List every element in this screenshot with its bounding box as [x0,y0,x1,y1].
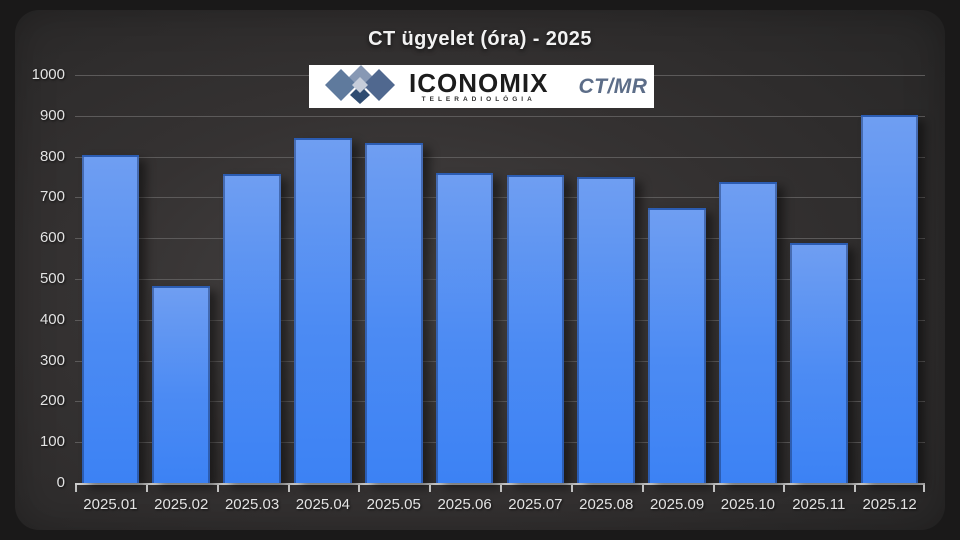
y-axis-label-100: 100 [39,433,65,451]
gridline-500 [75,279,925,280]
y-axis-label-600: 600 [39,229,65,247]
y-axis-label-800: 800 [39,147,65,165]
x-axis-label-2025.01: 2025.01 [83,496,138,513]
x-axis-tick [75,485,77,492]
y-axis-label-400: 400 [39,310,65,328]
bar-2025.03 [223,174,281,483]
x-axis-label-2025.04: 2025.04 [295,496,351,513]
x-axis-label-2025.11: 2025.11 [792,496,846,513]
bar-2025.08 [577,176,636,483]
x-axis-tick [854,485,857,492]
gridline-300 [75,360,925,362]
bar-2025.04 [294,138,352,483]
y-axis-label-900: 900 [39,106,65,124]
gridline-600 [75,238,925,240]
iconomix-diamonds-icon [319,64,401,109]
bar-2025.07 [506,175,565,483]
y-axis-label-0: 0 [56,474,65,491]
bar-2025.11 [789,243,848,483]
x-axis-label-2025.09: 2025.09 [649,496,705,513]
bar-2025.01 [81,155,140,483]
bar-2025.02 [152,286,211,483]
bar-2025.12 [860,114,919,483]
bar-2025.09 [648,208,706,483]
logo-modality-label: CT/MR [578,74,648,98]
bar-chart-plot-area: 0 100 200 300 400 500 600 700 800 900 1000 2025.01 2… [32,66,925,513]
bar-2025.05 [364,142,423,483]
x-axis-tick [923,485,925,492]
gridline-700 [75,197,925,199]
x-axis-label-2025.05: 2025.05 [366,496,421,513]
brand-subtitle: TELERADIOLÓGIA [421,95,536,103]
iconomix-logo: ICONOMIX TELERADIOLÓGIA CT/MR [309,65,654,108]
brand-block: ICONOMIX TELERADIOLÓGIA [409,70,548,104]
gridline-800 [75,156,925,158]
x-axis-tick [145,485,148,492]
bar-2025.06 [435,172,494,483]
y-axis-label-300: 300 [39,351,65,369]
x-axis-tick [570,485,573,492]
brand-name: ICONOMIX [409,67,549,98]
x-axis-tick [429,485,432,492]
x-axis-tick [712,485,715,492]
x-axis-label-2025.10: 2025.10 [720,496,776,513]
x-axis-tick [216,485,219,492]
gridline-400 [75,319,925,321]
x-axis-label-2025.07: 2025.07 [508,496,563,513]
x-axis-label-2025.12: 2025.12 [862,496,917,513]
y-axis-label-1000: 1000 [31,66,65,83]
bar-2025.10 [719,181,777,483]
x-axis-tick [783,485,786,492]
x-axis-tick [287,485,290,492]
x-axis-tick [358,485,361,492]
chart-title: CT ügyelet (óra) - 2025 [368,28,592,50]
x-axis-label-2025.06: 2025.06 [437,496,492,513]
y-axis-label-200: 200 [39,392,65,410]
y-axis-label-500: 500 [39,270,65,287]
gridline-200 [75,401,925,403]
x-axis-label-2025.08: 2025.08 [579,496,634,513]
slide-panel: CT ügyelet (óra) - 2025 ICONOMIX TELERAD… [15,10,945,530]
gridline-100 [75,442,925,444]
x-axis-tick [641,485,644,492]
x-axis-label-2025.02: 2025.02 [154,496,209,513]
y-axis-label-700: 700 [39,188,65,206]
gridline-900 [75,115,925,117]
x-axis-tick [500,485,502,492]
x-axis-label-2025.03: 2025.03 [224,496,280,513]
